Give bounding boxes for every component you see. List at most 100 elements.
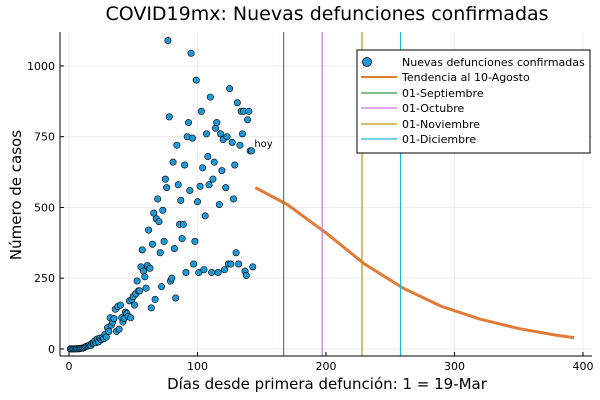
legend-label-trend: Tendencia al 10-Agosto — [401, 71, 530, 84]
scatter-point-110 — [208, 269, 216, 277]
scatter-point-97 — [191, 237, 199, 245]
trend-layer — [254, 186, 575, 340]
scatter-point-59 — [142, 284, 150, 292]
y-tick-label-3: 750 — [34, 131, 55, 144]
scatter-point-126 — [228, 138, 236, 146]
scatter-point-108 — [205, 181, 213, 189]
scatter-point-79 — [168, 274, 176, 282]
scatter-point-62 — [146, 264, 154, 272]
scatter-point-116 — [215, 201, 223, 209]
scatter-point-87 — [178, 235, 186, 243]
scatter-point-104 — [200, 266, 208, 274]
legend-swatch-scatter — [362, 57, 372, 67]
scatter-point-38 — [115, 325, 123, 333]
scatter-point-75 — [163, 184, 171, 192]
scatter-point-101 — [196, 182, 204, 190]
chart-title: COVID19mx: Nuevas defunciones confirmada… — [105, 3, 548, 25]
scatter-point-88 — [179, 220, 187, 228]
legend-label-vline-1: 01-Octubre — [402, 102, 465, 115]
scatter-point-106 — [202, 130, 210, 138]
axes — [59, 32, 592, 357]
scatter-point-84 — [174, 181, 182, 189]
x-tick-label-0: 0 — [65, 360, 72, 373]
scatter-point-72 — [159, 206, 167, 214]
scatter-point-82 — [172, 294, 180, 302]
scatter-point-129 — [232, 249, 240, 257]
scatter-point-99 — [193, 198, 201, 206]
x-tick-label-4: 400 — [573, 360, 594, 373]
scatter-point-98 — [192, 76, 200, 84]
legend-label-vline-2: 01-Noviembre — [402, 118, 480, 131]
scatter-point-61 — [145, 226, 153, 234]
legend: Nuevas defunciones confirmadas Tendencia… — [356, 49, 591, 154]
scatter-point-125 — [227, 260, 235, 268]
scatter-point-141 — [247, 147, 255, 155]
scatter-point-109 — [206, 93, 214, 101]
scatter-point-74 — [161, 175, 169, 183]
scatter-point-139 — [245, 107, 253, 115]
scatter-point-130 — [233, 99, 241, 107]
scatter-point-114 — [213, 119, 221, 127]
scatter-point-95 — [188, 134, 196, 142]
scatter-point-107 — [204, 153, 212, 161]
scatter-point-30 — [105, 327, 113, 335]
scatter-point-47 — [127, 314, 135, 322]
scatter-point-111 — [209, 175, 217, 183]
scatter-point-66 — [151, 295, 159, 303]
scatter-point-80 — [169, 158, 177, 166]
scatter-point-54 — [136, 287, 144, 295]
legend-box — [356, 49, 591, 154]
x-tick-label-2: 200 — [316, 360, 337, 373]
scatter-point-142 — [249, 263, 257, 271]
y-tick-label-0: 0 — [48, 343, 55, 356]
y-tick-label-2: 500 — [34, 201, 55, 214]
scatter-point-120 — [220, 266, 228, 274]
scatter-point-52 — [133, 277, 141, 285]
hoy-annotation: hoy — [254, 139, 272, 150]
scatter-layer — [66, 36, 257, 353]
scatter-point-39 — [116, 301, 124, 309]
scatter-point-96 — [190, 260, 198, 268]
y-axis-label: Número de casos — [7, 130, 25, 260]
y-tick-label-4: 1000 — [27, 60, 55, 73]
scatter-point-63 — [147, 304, 155, 312]
scatter-point-124 — [226, 85, 234, 93]
scatter-point-118 — [218, 167, 226, 175]
scatter-point-92 — [185, 119, 193, 127]
scatter-point-73 — [160, 237, 168, 245]
scatter-point-68 — [154, 195, 162, 203]
trend-line — [254, 186, 575, 340]
scatter-point-105 — [201, 212, 209, 220]
scatter-point-137 — [242, 271, 250, 279]
scatter-point-57 — [140, 267, 148, 275]
scatter-point-50 — [131, 301, 139, 309]
y-tick-label-1: 250 — [34, 272, 55, 285]
scatter-point-112 — [210, 158, 218, 166]
scatter-point-93 — [186, 186, 194, 194]
x-tick-label-1: 100 — [187, 360, 208, 373]
x-tick-label-3: 300 — [444, 360, 465, 373]
scatter-point-117 — [217, 130, 225, 138]
scatter-point-56 — [138, 246, 146, 254]
scatter-point-131 — [235, 260, 243, 268]
scatter-point-122 — [223, 133, 231, 141]
scatter-point-90 — [182, 269, 190, 277]
scatter-point-103 — [199, 164, 207, 172]
scatter-point-69 — [155, 218, 163, 226]
scatter-point-115 — [214, 269, 222, 277]
scatter-point-138 — [244, 116, 252, 124]
scatter-point-102 — [197, 107, 205, 115]
scatter-point-64 — [149, 240, 157, 248]
scatter-point-81 — [170, 244, 178, 252]
scatter-point-134 — [238, 130, 246, 138]
scatter-point-76 — [164, 36, 172, 44]
x-axis-label: Días desde primera defunción: 1 = 19-Mar — [167, 375, 488, 393]
scatter-point-28 — [102, 333, 110, 341]
legend-label-vline-3: 01-Diciembre — [402, 133, 476, 146]
scatter-point-77 — [165, 113, 173, 121]
scatter-point-70 — [156, 249, 164, 257]
legend-label-scatter: Nuevas defunciones confirmadas — [402, 56, 585, 69]
scatter-point-128 — [231, 161, 239, 169]
scatter-point-58 — [141, 273, 149, 281]
